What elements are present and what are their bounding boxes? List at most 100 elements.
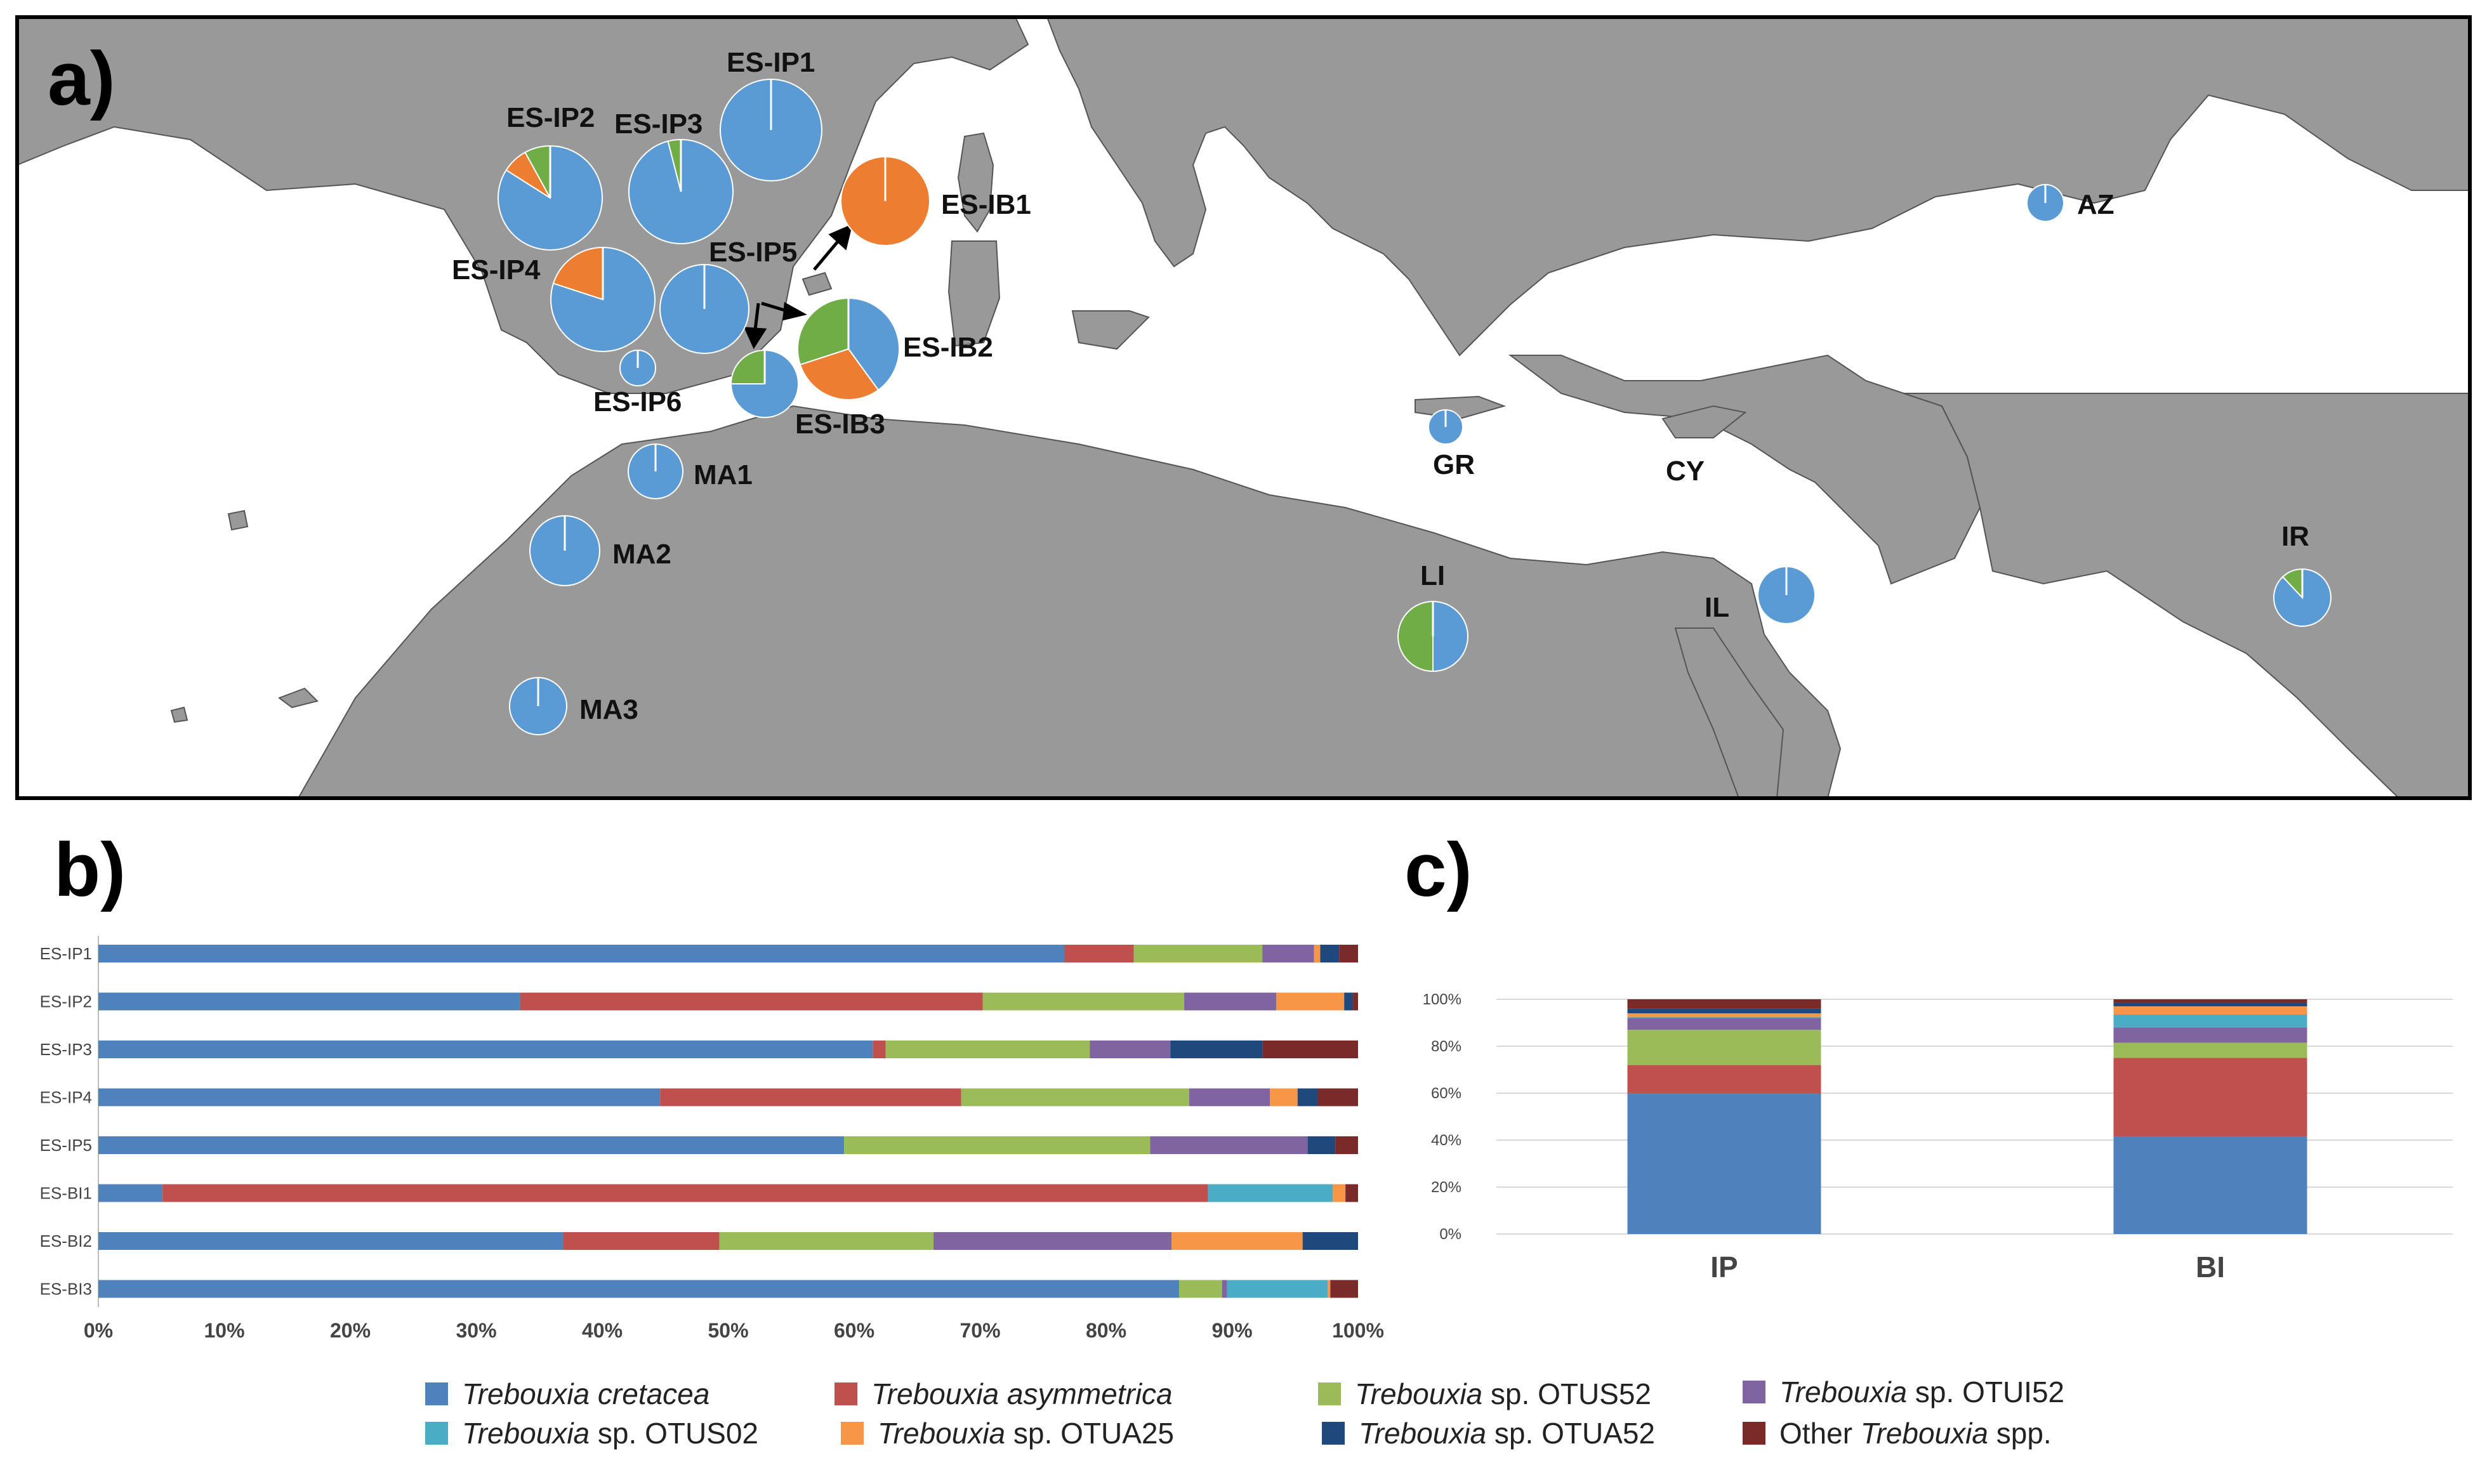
arrow-ib3-head: [744, 327, 767, 350]
pie-IR: [2273, 568, 2332, 627]
chart-b-bar-OTUI52: [1184, 992, 1276, 1011]
pie-ES-IP3: [628, 138, 734, 244]
chart-b-bar-asymmetrica: [520, 992, 983, 1011]
chart-b-bar-cretacea: [98, 1280, 1180, 1298]
pie-ES-IP5: [659, 264, 749, 354]
label-GR: GR: [1433, 449, 1475, 480]
chart-b-bar-cretacea: [98, 1136, 845, 1154]
chart-b-bar-other: [1353, 992, 1358, 1011]
chart-b-category-label: ES-BI2: [40, 1231, 92, 1251]
chart-b-bar-other: [1317, 1088, 1358, 1106]
chart-c-bar-OTUA25: [2113, 1006, 2307, 1015]
chart-b-xtick: 90%: [1211, 1319, 1252, 1342]
arrow-ib1-head: [828, 223, 853, 251]
chart-b-bar-other: [1335, 1136, 1358, 1154]
chart-c-ytick: 100%: [1423, 991, 1461, 1008]
chart-b-bar-OTUA52: [1302, 1232, 1358, 1250]
chart-c-bar-OTUA25: [1627, 1013, 1821, 1017]
pie-MA2: [529, 515, 600, 586]
chart-b-bar-OTUA25: [1171, 1232, 1303, 1250]
chart-c-bar-other: [2113, 999, 2307, 1003]
chart-b-bar-OTUS52: [1133, 945, 1263, 962]
land-balearic: [802, 272, 833, 296]
label-MA2: MA2: [612, 539, 671, 570]
legend-swatch-OTUA52: [1322, 1422, 1345, 1445]
chart-c-ytick: 60%: [1431, 1085, 1461, 1102]
chart-b-bar-OTUA52: [1344, 992, 1354, 1011]
pie-MA3: [509, 677, 567, 735]
pie-LI: [1397, 600, 1468, 673]
pie-ES-IB2: [797, 297, 900, 400]
legend-swatch-asymmetrica: [834, 1382, 857, 1405]
label-IL: IL: [1705, 592, 1729, 623]
chart-b-bar-OTUS02: [1227, 1280, 1328, 1298]
chart-b-bar-OTUA52: [1170, 1041, 1263, 1058]
label-MA1: MA1: [694, 459, 753, 490]
chart-c-category-label: IP: [1710, 1251, 1738, 1284]
chart-b-bar-OTUI52: [1262, 945, 1314, 962]
chart-b-bar-OTUA25: [1276, 992, 1345, 1011]
pie-AZ: [2026, 184, 2064, 222]
label-LI: LI: [1420, 560, 1445, 591]
map-frame: [15, 15, 2472, 800]
legend-label-OTUI52: Trebouxia sp. OTUI52: [1779, 1376, 2064, 1408]
chart-b-bar-OTUI52: [1090, 1041, 1171, 1058]
chart-c-ytick: 0%: [1439, 1226, 1461, 1243]
pie-slice-ES-IB2-0: [848, 297, 900, 391]
legend-swatch-OTUA25: [841, 1422, 864, 1445]
land-sicily: [1071, 310, 1150, 350]
legend-label-cretacea: Trebouxia cretacea: [462, 1377, 709, 1410]
chart-c-ytick: 80%: [1431, 1038, 1461, 1055]
chart-b-bar-OTUI52: [1150, 1136, 1308, 1154]
chart-b: 0% 10% 20% 30% 40% 50% 60% 70% 80% 90% 100% ES-IP1 E…: [40, 936, 1384, 1342]
chart-c-bar-cretacea: [2113, 1136, 2307, 1234]
chart-b-bar-OTUS52: [885, 1041, 1090, 1058]
panel-a-label: a): [48, 36, 115, 121]
label-AZ: AZ: [2077, 189, 2114, 220]
chart-b-bar-OTUA25: [1328, 1280, 1331, 1298]
pie-slice-ES-IP4-1: [552, 246, 604, 301]
site-labels: ES-IP1 ES-IP2 ES-IP3 ES-IP4 ES-IP5 ES-IP…: [452, 47, 2309, 725]
chart-b-category-label: ES-IP1: [40, 944, 92, 963]
chart-c-bar-cretacea: [1627, 1093, 1821, 1234]
label-IR: IR: [2281, 521, 2309, 552]
chart-b-bar-asymmetrica: [1064, 945, 1134, 962]
chart-b-xtick: 40%: [582, 1319, 623, 1342]
pie-IL: [1757, 566, 1816, 624]
chart-b-category-label: ES-BI3: [40, 1280, 92, 1299]
pie-slice-ES-IP2-0: [498, 145, 603, 251]
chart-b-bar-OTUS52: [1179, 1280, 1222, 1298]
pie-slice-LI-0: [1432, 600, 1468, 673]
chart-b-category-label: ES-IP3: [40, 1040, 92, 1059]
legend-swatch-cretacea: [425, 1382, 448, 1405]
legend-label-asymmetrica: Trebouxia asymmetrica: [871, 1377, 1173, 1410]
arrow-ib2-head: [782, 301, 807, 321]
chart-c-bar-OTUS02: [2113, 1015, 2307, 1028]
chart-b-xtick: 10%: [204, 1319, 244, 1342]
chart-b-xtick: 30%: [456, 1319, 496, 1342]
chart-b-bar-OTUS52: [982, 992, 1185, 1011]
chart-b-bar-asymmetrica: [873, 1041, 886, 1058]
land-canary-3: [170, 706, 188, 723]
chart-c-bar-OTUS02: [1627, 1016, 1821, 1018]
chart-b-bar-OTUA52: [1320, 945, 1340, 962]
pie-GR: [1428, 409, 1463, 445]
chart-b-bar-cretacea: [98, 945, 1065, 962]
label-CY: CY: [1666, 456, 1705, 487]
chart-b-bar-cretacea: [98, 1232, 564, 1250]
arrow-ib1: [813, 237, 842, 271]
chart-c-bar-asymmetrica: [2113, 1058, 2307, 1137]
legend-swatch-OTUS02: [425, 1422, 448, 1445]
chart-b-bar-cretacea: [98, 992, 520, 1011]
chart-b-bar-OTUA25: [1314, 945, 1321, 962]
legend-swatch-OTUS52: [1318, 1382, 1341, 1405]
label-ES-IP2: ES-IP2: [506, 102, 595, 133]
pie-slice-ES-IB2-2: [797, 297, 849, 365]
arrow-ib2: [761, 301, 788, 313]
legend-label-OTUA25: Trebouxia sp. OTUA25: [878, 1417, 1174, 1450]
chart-b-xtick: 70%: [960, 1319, 1000, 1342]
chart-b-bar-OTUS52: [844, 1136, 1151, 1154]
panel-c-label: c): [1404, 827, 1472, 912]
chart-c: 0% 20% 40% 60% 80% 100% IP BI: [1423, 991, 2453, 1284]
